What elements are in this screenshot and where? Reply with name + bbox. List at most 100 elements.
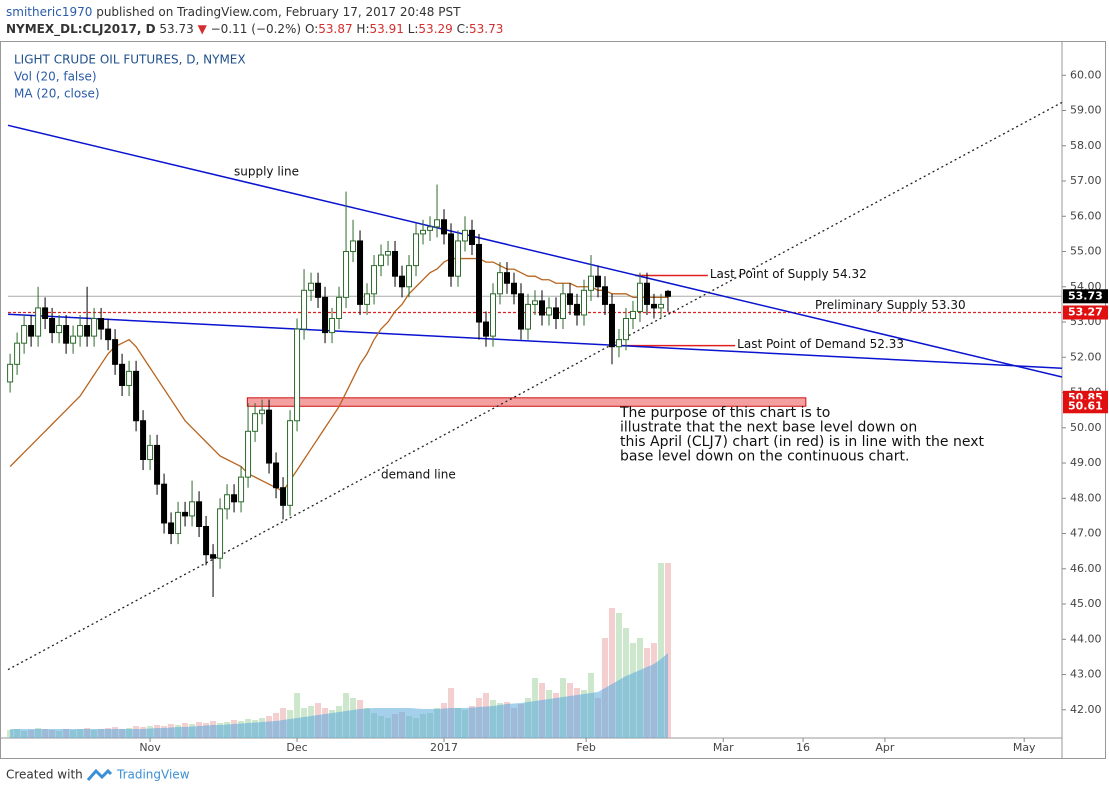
candle-body <box>196 501 203 527</box>
candle-body <box>77 325 84 337</box>
candle-body <box>175 511 182 535</box>
ohlc-value: 53.87 <box>318 22 352 36</box>
legend-ma: MA (20, close) <box>14 87 100 101</box>
candle-body <box>441 219 448 235</box>
volume-bar <box>664 563 671 738</box>
candle-body <box>301 289 308 330</box>
legend-volume: Vol (20, false) <box>14 70 97 84</box>
candle-body <box>532 300 538 305</box>
candle-body <box>42 307 49 319</box>
candle-body <box>469 229 476 245</box>
change-arrow: ▼ <box>198 22 208 36</box>
candle-body <box>608 303 615 348</box>
candle-body <box>476 243 483 323</box>
x-tick-label: 16 <box>796 741 810 754</box>
x-tick-label: Feb <box>576 741 595 754</box>
ma-line <box>9 257 668 493</box>
candle-body <box>497 272 504 295</box>
candle-body <box>126 370 133 386</box>
trend-line-label: supply line <box>234 165 299 179</box>
candle-body <box>161 483 168 524</box>
y-tick-label: 44.00 <box>1070 632 1102 645</box>
ohlc-value: 53.73 <box>469 22 503 36</box>
candle-body <box>455 240 462 277</box>
candle-body <box>636 282 643 312</box>
candle-body <box>84 325 91 337</box>
ohlc-value: 53.91 <box>370 22 404 36</box>
candle-body <box>371 265 378 295</box>
candle-body <box>238 476 245 503</box>
candle-body <box>189 501 196 517</box>
published: published on TradingView.com, February 1… <box>96 5 461 19</box>
candle-body <box>504 272 511 284</box>
candle-body <box>28 325 35 337</box>
candle-body <box>518 293 525 330</box>
ohlc-key: H: <box>356 22 369 36</box>
candle-body <box>140 420 147 461</box>
candle-body <box>399 275 406 288</box>
candle-body <box>35 307 42 337</box>
candle-body <box>217 508 224 559</box>
candle-body <box>147 444 154 461</box>
candle-body <box>420 229 427 235</box>
ohlc-key: C: <box>457 22 469 36</box>
candle-body <box>511 282 518 295</box>
candle-body <box>629 310 636 319</box>
candle-body <box>587 275 594 291</box>
candle-body <box>525 303 532 330</box>
candle-body <box>580 289 587 316</box>
candle-body <box>287 420 294 506</box>
candle-body <box>615 339 622 348</box>
candle-body <box>154 444 161 485</box>
candle-body <box>378 254 385 267</box>
candle-body <box>182 511 189 517</box>
candle-body <box>168 522 175 535</box>
candle-body <box>273 462 280 489</box>
note-line: illustrate that the next base level down… <box>620 420 917 436</box>
price-tag <box>1063 289 1108 304</box>
candle-body <box>343 251 350 298</box>
candle-body <box>231 494 238 503</box>
y-tick-label: 42.00 <box>1070 703 1102 716</box>
y-tick-label: 55.00 <box>1070 245 1102 258</box>
price-tag-label: 53.73 <box>1068 289 1103 302</box>
candle-body <box>294 328 301 422</box>
y-tick-label: 49.00 <box>1070 456 1102 469</box>
candle-body <box>406 265 413 288</box>
candle-body <box>392 251 399 277</box>
candle-body <box>49 317 56 334</box>
candle-body <box>210 554 217 559</box>
candle-body <box>280 487 287 506</box>
note-line: base level down on the continuous chart. <box>620 449 909 465</box>
author[interactable]: smitheric1970 <box>6 5 92 19</box>
candle-body <box>413 233 420 267</box>
y-tick-label: 57.00 <box>1070 174 1102 187</box>
y-tick-label: 48.00 <box>1070 491 1102 504</box>
plot: 42.00 43.00 44.00 45.00 46.00 47.00 48.00 49.00… <box>7 68 1108 754</box>
candle-body <box>643 282 650 305</box>
y-tick-label: 50.00 <box>1070 421 1102 434</box>
candle-body <box>538 300 545 316</box>
ohlc-key: O: <box>305 22 318 36</box>
volume-bar <box>608 608 615 738</box>
x-tick-label: May <box>1013 741 1036 754</box>
level-label: Last Point of Demand 52.33 <box>737 337 904 351</box>
candle-body <box>119 363 126 386</box>
x-tick-label: Nov <box>139 741 161 754</box>
candle-body <box>7 363 14 383</box>
candle-body <box>56 325 63 334</box>
header-line: smitheric1970 published on TradingView.c… <box>6 5 461 19</box>
candle-body <box>112 339 119 365</box>
candle-body <box>308 282 315 291</box>
candle-body <box>545 307 552 316</box>
trend-line <box>7 124 1063 378</box>
y-tick-label: 43.00 <box>1070 668 1102 681</box>
footer-brand[interactable]: TradingView <box>116 768 190 782</box>
candle-body <box>427 226 434 231</box>
price-tag-label: 53.27 <box>1068 306 1103 319</box>
candle-body <box>448 233 455 277</box>
change: −0.11 (−0.2%) <box>211 22 302 36</box>
candle-body <box>224 494 231 510</box>
level-label: Preliminary Supply 53.30 <box>815 298 966 312</box>
candle-body <box>315 282 322 298</box>
